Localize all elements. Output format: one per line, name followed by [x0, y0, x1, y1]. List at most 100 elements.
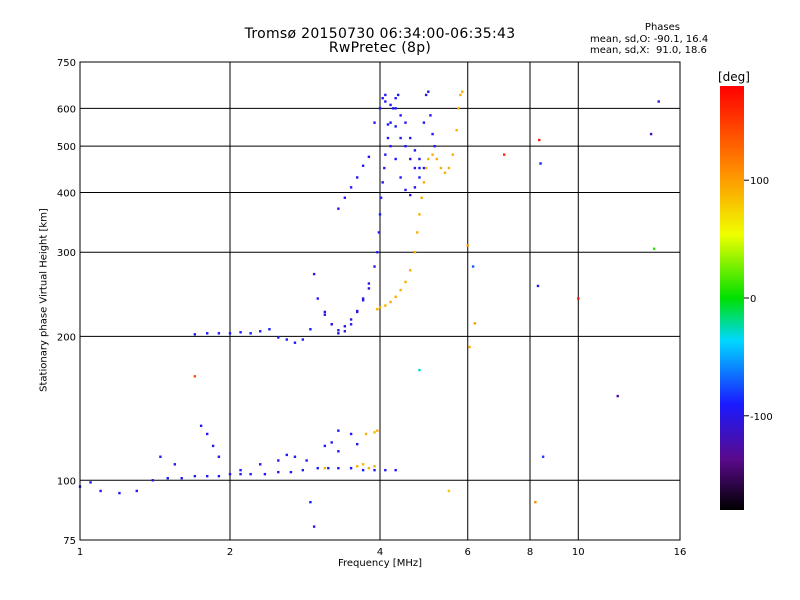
echo-point [394, 107, 397, 110]
echo-point [217, 455, 221, 458]
echo-point [389, 300, 392, 304]
y-tick-label: 75 [63, 536, 76, 547]
echo-point [228, 472, 232, 476]
echo-point [427, 90, 430, 93]
echo-point [151, 479, 155, 482]
x-axis-ticks: 1 2 4 6 8 10 16 [77, 547, 687, 558]
echo-point [461, 90, 464, 93]
echo-point [418, 213, 421, 216]
echo-point [384, 153, 387, 156]
echo-point [413, 166, 417, 170]
echo-point [309, 500, 312, 504]
echo-point [217, 332, 221, 335]
echo-point [373, 121, 376, 124]
echo-point [349, 186, 353, 189]
echo-point [538, 138, 541, 142]
echo-point [459, 93, 462, 97]
echo-point [323, 466, 327, 470]
echo-point [422, 166, 426, 170]
echo-point [367, 282, 371, 285]
echo-point [399, 114, 402, 117]
echo-point [277, 459, 280, 462]
echo-point [355, 309, 359, 313]
echo-point [384, 304, 387, 307]
echo-point [409, 193, 412, 197]
echo-point [373, 465, 376, 468]
echo-point [415, 231, 419, 234]
echo-point [337, 207, 340, 210]
echo-point [418, 176, 421, 179]
y-tick-label: 100 [57, 476, 76, 487]
echo-point [349, 323, 353, 326]
x-tick-label: 4 [377, 547, 383, 558]
echo-point [301, 338, 305, 341]
echo-point [539, 162, 542, 165]
phases-title: Phases [644, 22, 680, 33]
echo-point [394, 125, 397, 128]
echo-point [316, 297, 319, 300]
x-tick-label: 2 [227, 547, 233, 558]
echo-point [259, 463, 262, 466]
echo-point [376, 251, 379, 254]
echo-point [367, 287, 371, 290]
echo-point [657, 100, 660, 103]
echo-point [429, 114, 432, 117]
echo-point [337, 329, 340, 332]
echo-point [135, 489, 138, 493]
x-tick-label: 10 [572, 547, 585, 558]
echo-point [534, 500, 537, 504]
echo-point [652, 247, 656, 250]
echo-point [367, 466, 371, 470]
echo-point [217, 474, 221, 478]
echo-point [376, 307, 379, 311]
y-axis-ticks: 75 100 200 300 400 500 600 750 [57, 58, 76, 547]
echo-point [301, 468, 305, 472]
echo-point [394, 96, 397, 100]
echo-point [323, 313, 327, 316]
echo-point [193, 375, 197, 378]
echo-point [384, 468, 387, 472]
colorbar-tick-label: 0 [750, 294, 756, 305]
colorbar [720, 86, 744, 510]
echo-point [386, 136, 390, 140]
echo-point [447, 166, 451, 170]
echo-point [89, 481, 92, 484]
echo-point [193, 333, 197, 336]
x-tick-label: 16 [674, 547, 687, 558]
echo-point [384, 100, 387, 103]
echo-point [293, 341, 297, 344]
echo-point [418, 166, 421, 170]
echo-point [381, 96, 384, 100]
echo-point [305, 459, 308, 462]
echo-point [468, 345, 471, 349]
echo-point [420, 196, 423, 199]
echo-point [373, 265, 376, 268]
echo-point [457, 107, 460, 110]
echo-point [424, 93, 428, 97]
echo-point [409, 157, 412, 161]
echo-point [349, 432, 353, 436]
echo-point [396, 93, 400, 97]
echo-point [377, 231, 381, 234]
echo-point [337, 332, 340, 335]
echo-point [373, 468, 376, 472]
echo-point [471, 265, 475, 268]
echo-point [422, 121, 426, 124]
echo-point [394, 157, 397, 161]
echo-point [413, 149, 417, 152]
echo-point [447, 489, 451, 493]
echo-point [399, 136, 402, 140]
phase-o-stats: mean, sd,O: -90.1, 16.4 [590, 34, 709, 45]
echo-point [427, 157, 430, 161]
echo-point [343, 325, 347, 328]
echo-point [418, 157, 421, 161]
echo-point [541, 455, 545, 458]
echo-point [337, 450, 340, 453]
echo-point [268, 328, 271, 331]
echo-point [277, 336, 280, 339]
echo-point [616, 394, 619, 398]
echo-point [309, 328, 312, 331]
x-tick-label: 6 [465, 547, 471, 558]
